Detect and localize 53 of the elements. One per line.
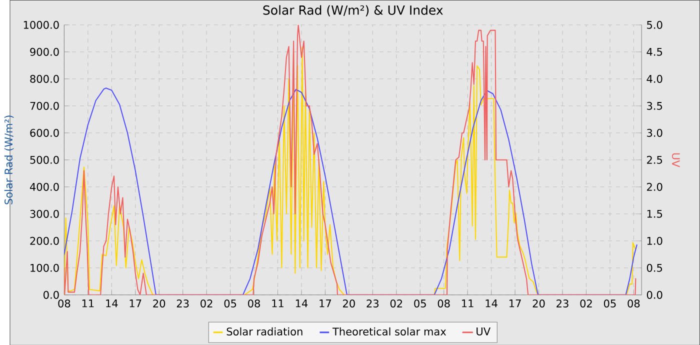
y2-tick-label: 0.0 <box>646 290 662 299</box>
x-tick-label: 17 <box>130 299 142 307</box>
y-axis-title: Solar Rad (W/m²) <box>4 115 14 204</box>
x-tick-label: 11 <box>82 299 94 307</box>
x-tick-label: 20 <box>532 299 545 308</box>
x-tick-label: 23 <box>366 299 379 308</box>
x-tick-label: 05 <box>604 299 616 308</box>
y2-axis-title: UV <box>672 153 680 168</box>
y-tick-label: 500.0 <box>30 156 59 164</box>
y-tick-label: 900.0 <box>30 48 59 56</box>
x-tick-label: 14 <box>486 299 498 307</box>
y-tick-label: 1000.0 <box>24 20 59 29</box>
y2-tick-label: 2.0 <box>647 182 662 191</box>
x-tick-label: 11 <box>272 299 284 307</box>
chart-title: Solar Rad (W/m²) & UV Index <box>263 5 443 16</box>
y-tick-label: 800.0 <box>30 74 59 83</box>
x-tick-label: 14 <box>106 299 118 307</box>
x-tick-label: 08 <box>248 299 260 308</box>
x-tick-label: 20 <box>343 299 355 308</box>
x-tick-label: 17 <box>320 299 331 307</box>
y-tick-label: 400.0 <box>30 182 59 191</box>
x-tick-label: 17 <box>510 299 521 307</box>
legend-label: Solar radiation <box>226 327 302 336</box>
x-tick-label: 05 <box>224 299 236 308</box>
y-tick-label: 0.0 <box>44 290 59 299</box>
y2-tick-label: 2.5 <box>647 156 662 164</box>
y2-tick-label: 3.0 <box>647 128 662 137</box>
y2-tick-label: 1.5 <box>647 210 662 218</box>
x-tick-label: 08 <box>58 299 70 308</box>
x-tick-label: 02 <box>390 299 402 308</box>
y-tick-label: 600.0 <box>30 128 59 137</box>
x-tick-label: 23 <box>556 299 568 308</box>
x-tick-label: 23 <box>176 299 189 308</box>
y2-tick-label: 4.0 <box>646 74 662 83</box>
x-tick-label: 02 <box>200 299 212 308</box>
x-tick-label: 08 <box>628 299 640 308</box>
x-tick-label: 02 <box>580 299 592 308</box>
x-tick-label: 11 <box>462 299 474 307</box>
y-tick-label: 300.0 <box>30 210 59 218</box>
x-tick-label: 20 <box>153 299 166 308</box>
y2-tick-label: 1.0 <box>647 236 662 245</box>
x-tick-label: 14 <box>296 299 308 307</box>
y-tick-label: 700.0 <box>30 102 59 110</box>
legend-label: UV <box>476 327 490 336</box>
y2-tick-label: 5.0 <box>647 20 662 29</box>
legend-label: Theoretical solar max <box>332 327 446 336</box>
x-tick-label: 08 <box>438 299 450 308</box>
y2-tick-label: 0.5 <box>646 264 662 272</box>
x-tick-label: 05 <box>414 299 426 308</box>
y2-tick-label: 4.5 <box>646 48 662 56</box>
y2-tick-label: 3.5 <box>647 102 662 110</box>
y-tick-label: 200.0 <box>30 236 59 245</box>
y-tick-label: 100.0 <box>30 264 59 272</box>
